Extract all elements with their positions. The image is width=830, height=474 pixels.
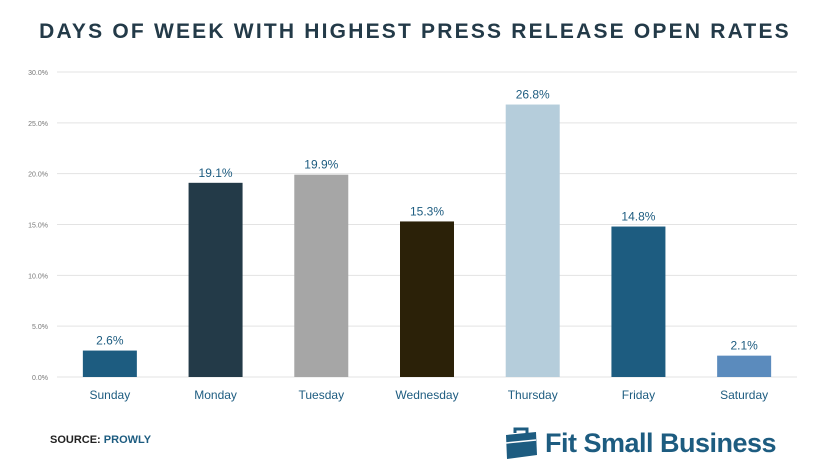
source-note: SOURCE: PROWLY	[50, 434, 151, 446]
y-tick-label: 20.0%	[28, 172, 48, 179]
bar-tuesday	[294, 174, 349, 377]
x-tick-label: Thursday	[508, 388, 558, 402]
data-label: 15.3%	[410, 204, 444, 218]
logo-text: Fit Small Business	[545, 427, 777, 458]
source-value: PROWLY	[103, 434, 152, 446]
x-tick-label: Friday	[622, 388, 655, 402]
bar-saturday	[717, 355, 772, 377]
bar-wednesday	[400, 221, 454, 377]
bar-sunday	[82, 350, 137, 377]
y-tick-label: 15.0%	[28, 223, 48, 230]
data-label: 19.9%	[304, 158, 338, 172]
bar-chart: 0.0% 5.0% 10.0% 15.0% 20.0% 25.0% 30.0% 2.6% Sun…	[28, 70, 797, 402]
x-tick-label: Tuesday	[298, 388, 344, 402]
x-tick-label: Monday	[194, 388, 237, 402]
data-label: 2.6%	[96, 334, 124, 348]
bar-friday	[611, 226, 666, 377]
y-tick-label: 5.0%	[32, 324, 48, 331]
source-label: SOURCE:	[50, 434, 101, 446]
bar-monday	[188, 182, 243, 377]
x-tick-label: Saturday	[720, 388, 768, 402]
data-label: 14.8%	[621, 210, 655, 224]
x-tick-label: Wednesday	[395, 388, 458, 402]
y-tick-label: 10.0%	[28, 273, 48, 280]
x-tick-label: Sunday	[90, 388, 131, 402]
data-label: 19.1%	[199, 166, 233, 180]
logo: Fit Small Business	[503, 425, 777, 461]
data-label: 2.1%	[730, 339, 758, 353]
y-tick-label: 0.0%	[32, 375, 48, 382]
data-label: 26.8%	[516, 88, 550, 102]
y-tick-label: 25.0%	[28, 121, 48, 128]
chart-title: DAYS OF WEEK WITH HIGHEST PRESS RELEASE …	[39, 20, 791, 43]
briefcase-icon	[505, 427, 537, 459]
bar-thursday	[505, 104, 560, 378]
y-tick-label: 30.0%	[28, 70, 48, 77]
